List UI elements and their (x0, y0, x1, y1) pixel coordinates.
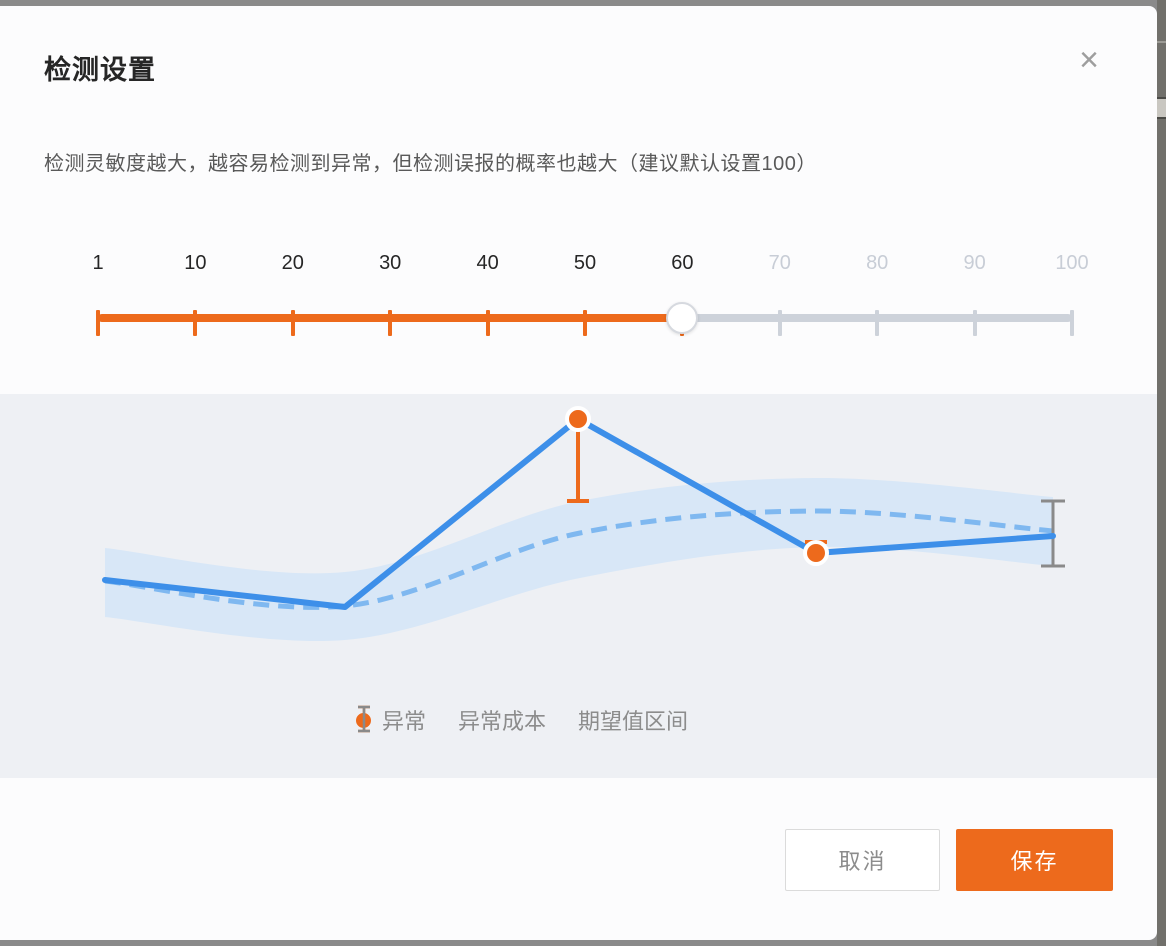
close-icon[interactable]: × (1079, 41, 1099, 79)
legend-item-3[interactable]: 期望值区间 (358, 704, 689, 736)
slider-tick-20 (290, 310, 295, 336)
page-backdrop (1157, 0, 1166, 946)
slider-label-60: 60 (671, 252, 694, 274)
expected-line (104, 508, 1054, 610)
slider-tick-80 (875, 310, 880, 336)
slider-label-80: 80 (866, 252, 889, 274)
ibeam-icon (358, 705, 370, 733)
slider-tick-30 (388, 310, 393, 336)
legend-label: 期望值区间 (578, 709, 689, 734)
slider-label-30: 30 (379, 252, 402, 274)
backdrop-detail (1157, 41, 1166, 43)
slider-label-10: 10 (184, 252, 207, 274)
detection-preview-chart: 异常 异常成本 期望值区间 (0, 394, 1157, 778)
slider-tick-90 (972, 310, 977, 336)
sensitivity-slider[interactable]: 1 10 20 30 40 50 60 70 80 90 100 (92, 252, 1089, 344)
sensitivity-description: 检测灵敏度越大，越容易检测到异常，但检测误报的概率也越大（建议默认设置100） (44, 153, 817, 175)
cancel-button[interactable]: 取消 (785, 829, 940, 891)
anomaly-point (565, 406, 591, 432)
slider-label-1: 1 (92, 252, 104, 274)
legend-label: 异常成本 (458, 709, 547, 734)
slider-tick-100 (1070, 310, 1074, 336)
slider-label-40: 40 (476, 252, 499, 274)
slider-handle[interactable] (666, 302, 699, 334)
expected-band (105, 477, 1053, 642)
slider-label-90: 90 (963, 252, 986, 274)
slider-tick-1 (96, 310, 100, 336)
slider-tick-10 (193, 310, 198, 336)
legend-label: 异常 (382, 709, 427, 734)
slider-label-50: 50 (573, 252, 597, 274)
slider-label-70: 70 (768, 252, 791, 274)
slider-label-20: 20 (281, 252, 304, 274)
backdrop-detail (1157, 97, 1166, 119)
slider-label-100: 100 (1055, 252, 1089, 274)
chart-canvas (102, 406, 1065, 642)
dialog-title: 检测设置 (44, 55, 156, 85)
anomaly-point (803, 540, 829, 566)
chart-legend: 异常 异常成本 期望值区间 (356, 704, 688, 736)
save-button[interactable]: 保存 (956, 829, 1113, 891)
slider-tick-40 (485, 310, 490, 336)
legend-item-2[interactable]: 异常成本 (358, 704, 547, 736)
detection-settings-dialog: × 检测设置 检测灵敏度越大，越容易检测到异常，但检测误报的概率也越大（建议默认… (0, 6, 1157, 940)
slider-tick-50 (583, 310, 587, 336)
slider-tick-70 (777, 310, 782, 336)
